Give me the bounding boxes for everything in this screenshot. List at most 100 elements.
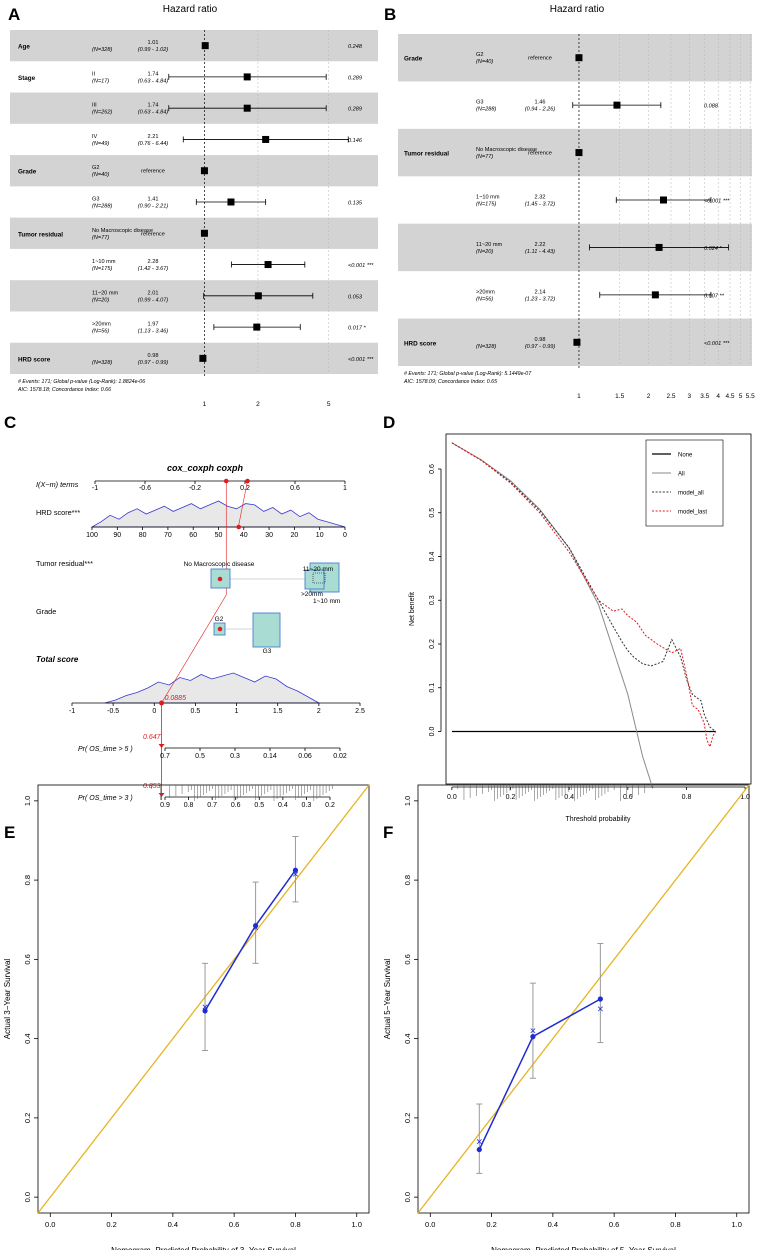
calibration-plot-e: 0.0 0.0 0.2 0.2 0.4 0.4 0.6 0.6 0.8 0.8 1.0 1.0 Nomo… bbox=[3, 784, 370, 1250]
forest-footer: AIC: 1578.09; Concordance Index: 0.65 bbox=[403, 379, 497, 385]
x-tick-label: 1.0 bbox=[732, 1220, 742, 1229]
axis-tick-label: 0.2 bbox=[325, 802, 335, 809]
panel-label-a: A bbox=[8, 5, 20, 24]
row-p-value: <0.001 *** bbox=[704, 341, 730, 347]
x-tick-label: 1.0 bbox=[740, 794, 750, 801]
row-ci: (0.97 - 0.99) bbox=[138, 360, 169, 366]
forest-title: Hazard ratio bbox=[163, 4, 218, 15]
row-p-value: 0.248 bbox=[348, 44, 363, 50]
row-level: 1~10 mm bbox=[476, 195, 500, 201]
x-tick-label: 4 bbox=[716, 393, 720, 400]
row-level: IV bbox=[92, 134, 98, 140]
panel-label-e: E bbox=[4, 823, 15, 842]
y-tick-label: 0.4 bbox=[429, 552, 436, 562]
x-tick-label: 1.0 bbox=[352, 1220, 362, 1229]
x-tick-label: 0.6 bbox=[609, 1220, 619, 1229]
selection-point bbox=[217, 626, 223, 632]
ideal-line bbox=[417, 784, 750, 1214]
y-tick-label: 0.6 bbox=[403, 954, 412, 964]
row-p-value: 0.135 bbox=[348, 201, 363, 207]
hr-point bbox=[262, 135, 270, 143]
panel-label-b: B bbox=[384, 5, 396, 24]
axis-tick-label: 70 bbox=[164, 532, 172, 539]
axis-tick-label: 0 bbox=[152, 708, 156, 715]
calibration-point bbox=[292, 867, 299, 873]
row-n: (N=288) bbox=[92, 204, 113, 210]
bias-corrected-mark bbox=[292, 871, 298, 877]
axis-tick-label: -1 bbox=[92, 485, 98, 492]
row-n: (N=20) bbox=[92, 297, 109, 303]
axis-tick-label: 2 bbox=[317, 708, 321, 715]
hr-point bbox=[243, 104, 251, 112]
y-tick-label: 0.0 bbox=[429, 727, 436, 737]
row-variable: HRD score bbox=[18, 356, 51, 363]
x-tick-label: 5.5 bbox=[746, 393, 755, 400]
row-level: III bbox=[92, 103, 97, 109]
x-tick-label: 3.5 bbox=[700, 393, 709, 400]
row-stripe bbox=[398, 34, 752, 82]
panel-label-f: F bbox=[383, 823, 393, 842]
y-axis-title: Actual 3−Year Survival bbox=[3, 959, 12, 1040]
row-hr: 2.01 bbox=[148, 290, 159, 296]
axis-tick-label: 1.5 bbox=[273, 708, 283, 715]
row-hr: reference bbox=[528, 56, 552, 62]
row-variable: Grade bbox=[18, 169, 37, 176]
x-tick-label: 0.4 bbox=[548, 1220, 558, 1229]
row-hr: 1.41 bbox=[148, 197, 159, 203]
row-n: (N=262) bbox=[92, 110, 113, 116]
x-tick-label: 0.0 bbox=[425, 1220, 435, 1229]
axis-tick-label: 0.02 bbox=[333, 753, 347, 760]
axis-tick-label: 0 bbox=[343, 532, 347, 539]
calibration-plot-f: 0.0 0.0 0.2 0.2 0.4 0.4 0.6 0.6 0.8 0.8 1.0 1.0 Nomo… bbox=[383, 784, 750, 1250]
decision-curve-d: None All model_all model_last 0.0 0.2 0.4 0.6 0.… bbox=[409, 433, 752, 823]
row-variable: Grade bbox=[404, 56, 423, 63]
row-p-value: <0.001 *** bbox=[704, 199, 730, 205]
row-ci: (0.94 - 2.26) bbox=[525, 107, 556, 113]
x-tick-label: 0.6 bbox=[229, 1220, 239, 1229]
calibration-point bbox=[202, 1008, 208, 1014]
row-label: HRD score*** bbox=[36, 508, 80, 517]
forest-footer: # Events: 171; Global p-value (Log-Rank)… bbox=[404, 371, 532, 377]
hr-point bbox=[659, 196, 667, 204]
row-ci: (0.99 - 4.07) bbox=[138, 297, 169, 303]
category-label: 1~10 mm bbox=[313, 598, 340, 605]
category-box bbox=[312, 572, 326, 584]
calibration-point bbox=[476, 1146, 482, 1153]
axis-tick-label: 90 bbox=[113, 532, 121, 539]
axis-tick-label: -0.5 bbox=[107, 708, 119, 715]
row-n: (N=56) bbox=[476, 296, 493, 302]
category-label: 11~20 mm bbox=[303, 566, 333, 573]
axis-tick-label: 20 bbox=[291, 532, 299, 539]
y-tick-label: 0.4 bbox=[403, 1033, 412, 1043]
calibration-line bbox=[478, 998, 601, 1150]
y-tick-label: 1.0 bbox=[403, 796, 412, 806]
axis-tick-label: 1 bbox=[235, 708, 239, 715]
row-stripe bbox=[10, 280, 378, 312]
x-tick-label: 0.2 bbox=[486, 1220, 496, 1229]
axis-tick-label: 0.06 bbox=[298, 753, 312, 760]
hr-point bbox=[573, 338, 581, 346]
row-n: (N=175) bbox=[92, 266, 113, 272]
category-label: >20mm bbox=[301, 591, 323, 598]
axis-tick-label: 0.6 bbox=[231, 802, 241, 809]
axis-tick-label: 0.5 bbox=[254, 802, 264, 809]
y-tick-label: 0.2 bbox=[23, 1113, 32, 1123]
row-hr: 1.74 bbox=[148, 103, 159, 109]
selection-point bbox=[245, 478, 250, 484]
x-tick-label: 0.8 bbox=[290, 1220, 300, 1229]
row-p-value: 0.289 bbox=[348, 107, 362, 113]
row-n: (N=56) bbox=[92, 329, 109, 335]
axis-tick-label: -0.2 bbox=[189, 485, 201, 492]
y-tick-label: 1.0 bbox=[23, 796, 32, 806]
x-tick-label: 0.2 bbox=[106, 1220, 116, 1229]
axis-tick-label: -1 bbox=[69, 708, 75, 715]
legend-label: None bbox=[678, 453, 693, 459]
nomogram-title: cox_coxph coxph bbox=[167, 463, 244, 473]
hr-point bbox=[575, 149, 583, 157]
x-axis-title: Nomogram−Predicted Probability of 3−Year… bbox=[111, 1246, 296, 1250]
row-hr: 1.97 bbox=[148, 322, 159, 328]
x-tick-label: 0.2 bbox=[506, 794, 516, 801]
axis-tick-label: 40 bbox=[240, 532, 248, 539]
row-n: (N=328) bbox=[92, 47, 113, 53]
